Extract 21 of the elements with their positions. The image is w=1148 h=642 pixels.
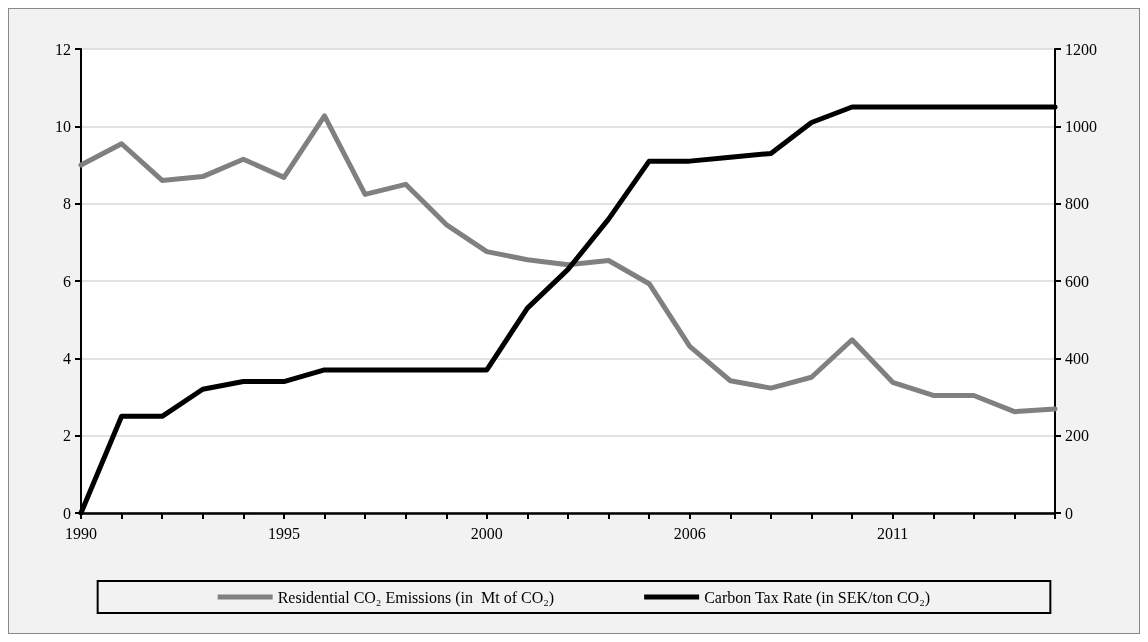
x-tick-label: 2006 — [673, 524, 706, 542]
y-tick-label: 6 — [63, 272, 71, 290]
legend-label: Carbon Tax Rate (in SEK/ton CO₂) — [704, 588, 931, 607]
y2-tick-label: 400 — [1065, 349, 1089, 367]
y-tick-label: 10 — [55, 117, 71, 135]
x-tick-label: 2000 — [470, 524, 503, 542]
x-tick-label: 1990 — [65, 524, 97, 542]
y2-tick-label: 1000 — [1065, 117, 1097, 135]
y-tick-label: 2 — [63, 427, 71, 445]
y-tick-label: 12 — [55, 40, 71, 58]
y2-tick-label: 800 — [1065, 195, 1089, 213]
x-tick-label: 2011 — [876, 524, 909, 542]
y2-tick-label: 1200 — [1065, 40, 1097, 58]
y-tick-label: 4 — [63, 349, 71, 367]
y2-tick-label: 200 — [1065, 427, 1089, 445]
y2-tick-label: 0 — [1065, 504, 1073, 522]
x-tick-label: 1995 — [267, 524, 300, 542]
y-tick-label: 0 — [63, 504, 71, 522]
y2-tick-label: 600 — [1065, 272, 1089, 290]
legend-label: Residential CO₂ Emissions (in Mt of CO₂) — [277, 588, 555, 607]
y-tick-label: 8 — [63, 195, 71, 213]
